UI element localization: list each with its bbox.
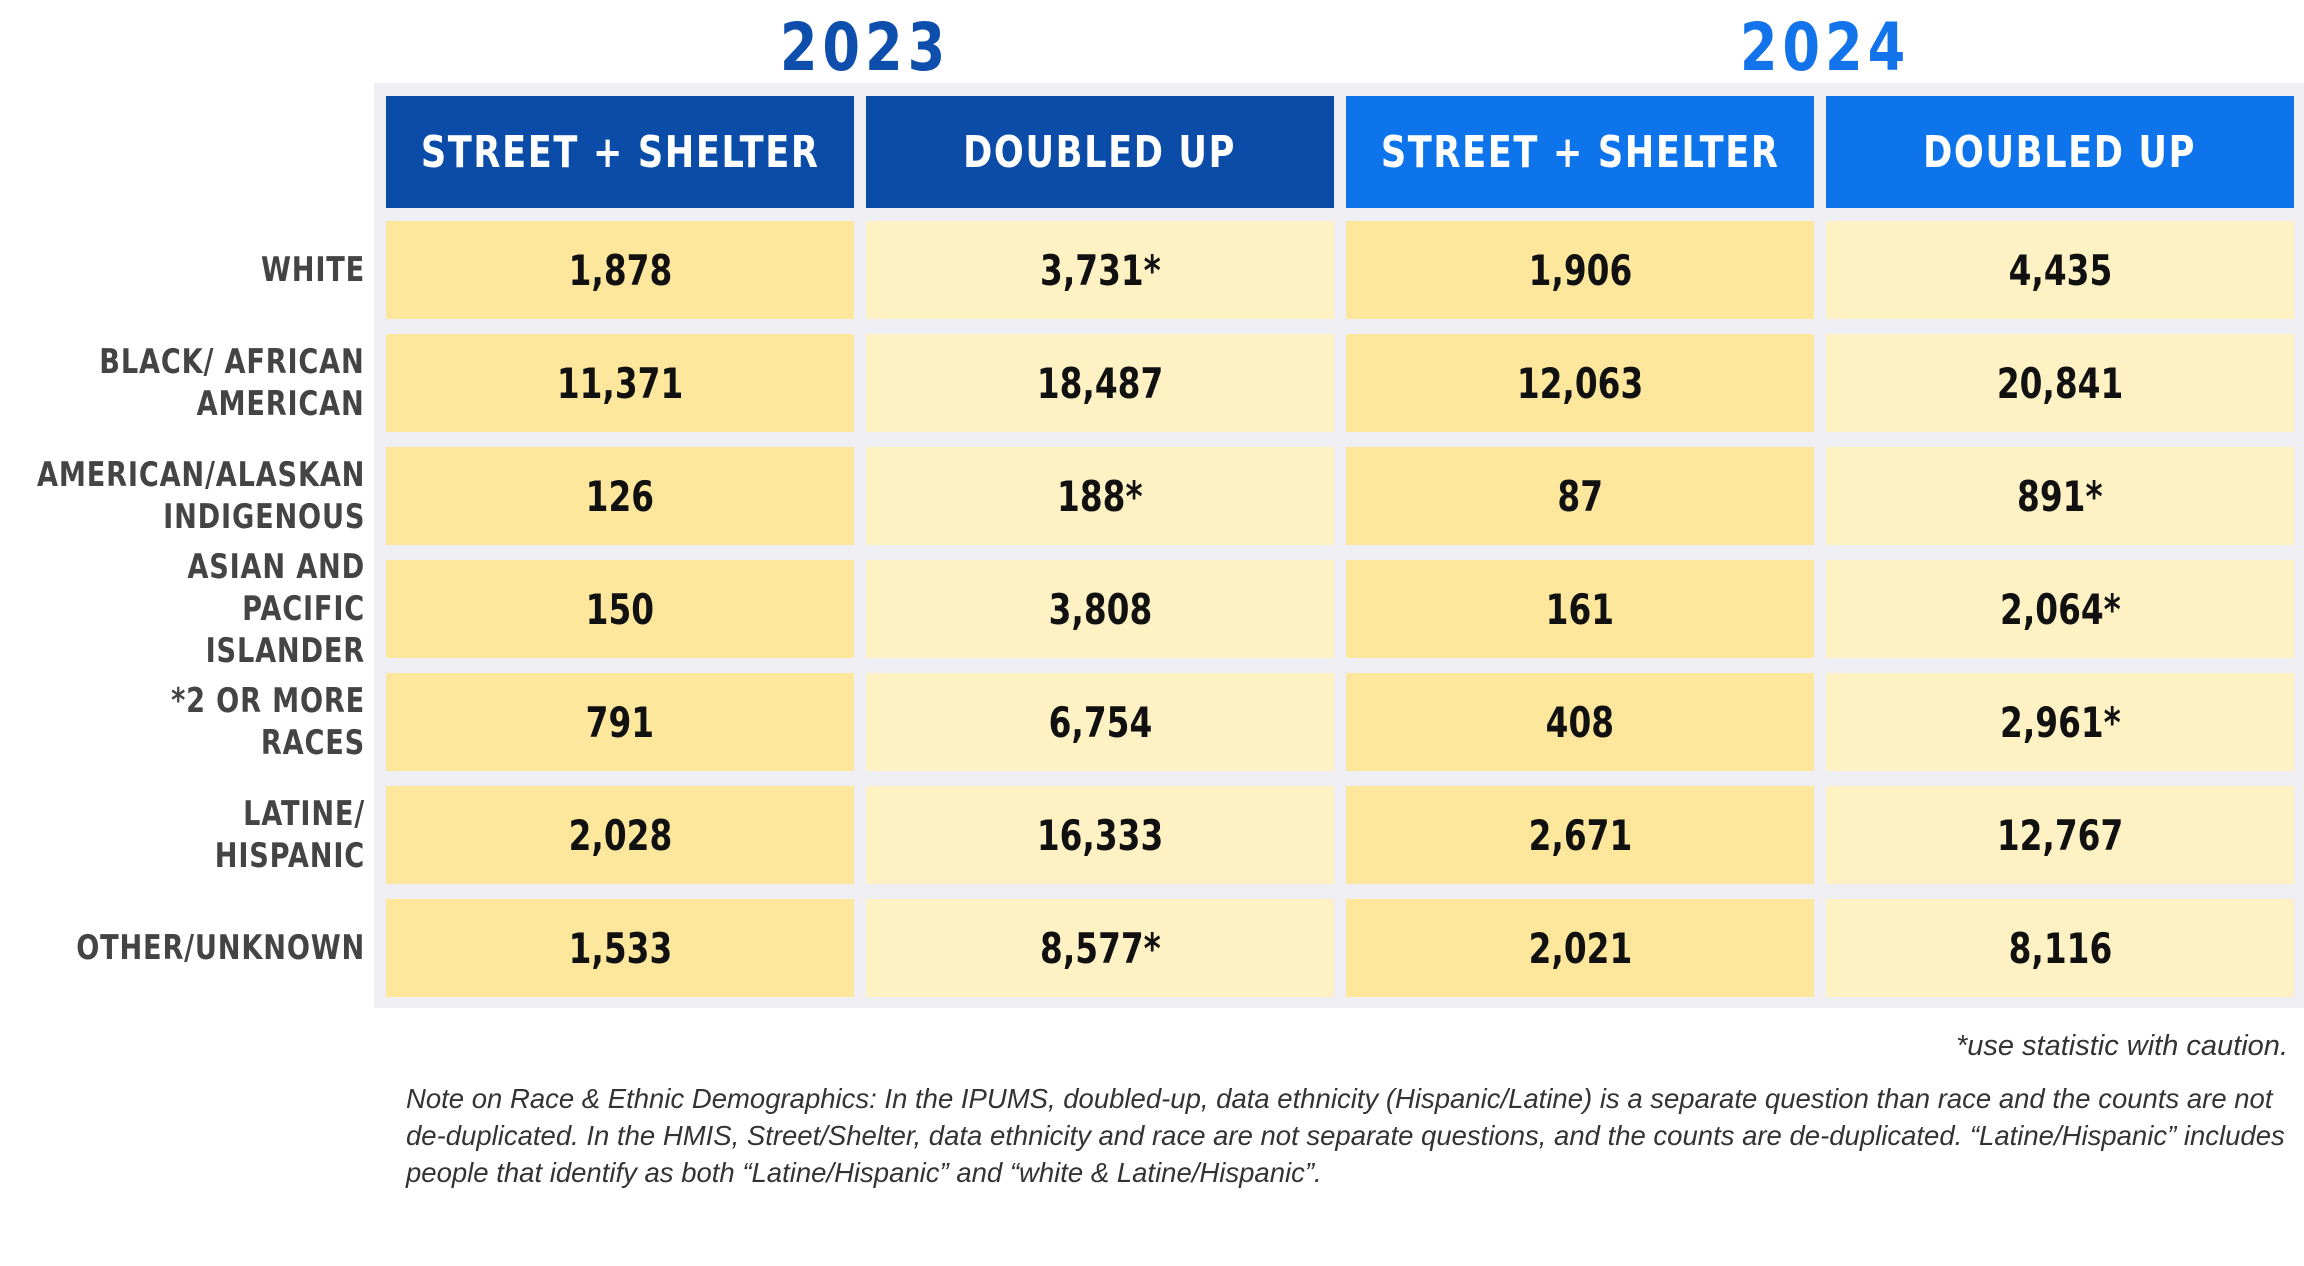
cell-value: 12,063 xyxy=(1516,358,1644,408)
table-cell: 16,333 xyxy=(866,786,1334,884)
column-header-label: DOUBLED UP xyxy=(1923,126,2197,178)
table-cell: 2,028 xyxy=(386,786,854,884)
table-cell: 8,116 xyxy=(1826,899,2294,997)
row-label: AMERICAN/ALASKAN INDIGENOUS xyxy=(20,447,365,545)
row-label-text: WHITE xyxy=(260,250,365,290)
table-cell: 8,577* xyxy=(866,899,1334,997)
column-header-label: STREET + SHELTER xyxy=(420,126,820,178)
table-cell: 6,754 xyxy=(866,673,1334,771)
cell-value: 20,841 xyxy=(1996,358,2124,408)
row-label-text: LATINE/ HISPANIC xyxy=(214,794,365,876)
cell-value: 126 xyxy=(585,471,655,521)
year-heading-2024: 2024 xyxy=(1739,9,1911,86)
cell-value: 8,116 xyxy=(2008,923,2112,973)
table-cell: 408 xyxy=(1346,673,1814,771)
row-label: *2 OR MORE RACES xyxy=(20,673,365,771)
table-cell: 2,961* xyxy=(1826,673,2294,771)
table-cell: 12,767 xyxy=(1826,786,2294,884)
cell-value: 12,767 xyxy=(1996,810,2124,860)
cell-value: 188* xyxy=(1057,471,1143,521)
cell-value: 408 xyxy=(1545,697,1615,747)
table-cell: 12,063 xyxy=(1346,334,1814,432)
cell-value: 1,533 xyxy=(568,923,672,973)
table-cell: 161 xyxy=(1346,560,1814,658)
cell-value: 2,961* xyxy=(1999,697,2121,747)
table-cell: 3,731* xyxy=(866,221,1334,319)
row-label-text: ASIAN AND PACIFIC ISLANDER xyxy=(187,547,365,671)
cell-value: 16,333 xyxy=(1036,810,1164,860)
cell-value: 3,808 xyxy=(1048,584,1152,634)
cell-value: 150 xyxy=(585,584,655,634)
cell-value: 3,731* xyxy=(1039,245,1161,295)
table-cell: 2,671 xyxy=(1346,786,1814,884)
column-header-2024-doubled-up: DOUBLED UP xyxy=(1826,96,2294,208)
table-cell: 2,064* xyxy=(1826,560,2294,658)
cell-value: 4,435 xyxy=(2008,245,2112,295)
cell-value: 6,754 xyxy=(1048,697,1152,747)
cell-value: 2,064* xyxy=(1999,584,2121,634)
table-cell: 891* xyxy=(1826,447,2294,545)
table-cell: 1,906 xyxy=(1346,221,1814,319)
table-cell: 87 xyxy=(1346,447,1814,545)
column-header-2023-doubled-up: DOUBLED UP xyxy=(866,96,1334,208)
row-label: ASIAN AND PACIFIC ISLANDER xyxy=(20,547,365,671)
cell-value: 1,878 xyxy=(568,245,672,295)
row-label-text: AMERICAN/ALASKAN INDIGENOUS xyxy=(36,455,365,537)
cell-value: 18,487 xyxy=(1036,358,1164,408)
table-cell: 4,435 xyxy=(1826,221,2294,319)
column-header-label: STREET + SHELTER xyxy=(1380,126,1780,178)
cell-value: 1,906 xyxy=(1528,245,1632,295)
cell-value: 2,671 xyxy=(1528,810,1632,860)
cell-value: 2,028 xyxy=(568,810,672,860)
cell-value: 11,371 xyxy=(556,358,684,408)
caution-footnote: *use statistic with caution. xyxy=(1955,1030,2288,1062)
row-label: WHITE xyxy=(20,221,365,319)
table-cell: 1,878 xyxy=(386,221,854,319)
row-label: BLACK/ AFRICAN AMERICAN xyxy=(20,334,365,432)
methodology-note: Note on Race & Ethnic Demographics: In t… xyxy=(406,1083,2285,1188)
row-label: LATINE/ HISPANIC xyxy=(20,786,365,884)
table-cell: 18,487 xyxy=(866,334,1334,432)
table-cell: 150 xyxy=(386,560,854,658)
row-label-text: OTHER/UNKNOWN xyxy=(76,928,365,968)
row-label-text: *2 OR MORE RACES xyxy=(171,681,365,763)
cell-value: 891* xyxy=(2017,471,2103,521)
row-label-text: BLACK/ AFRICAN AMERICAN xyxy=(99,342,365,424)
cell-value: 791 xyxy=(585,697,655,747)
cell-value: 161 xyxy=(1545,584,1615,634)
table-cell: 3,808 xyxy=(866,560,1334,658)
cell-value: 8,577* xyxy=(1039,923,1161,973)
table-cell: 11,371 xyxy=(386,334,854,432)
table-cell: 188* xyxy=(866,447,1334,545)
column-header-2023-street-shelter: STREET + SHELTER xyxy=(386,96,854,208)
cell-value: 2,021 xyxy=(1528,923,1632,973)
table-cell: 126 xyxy=(386,447,854,545)
column-header-2024-street-shelter: STREET + SHELTER xyxy=(1346,96,1814,208)
row-label: OTHER/UNKNOWN xyxy=(20,899,365,997)
table-cell: 20,841 xyxy=(1826,334,2294,432)
column-header-label: DOUBLED UP xyxy=(963,126,1237,178)
year-heading-2023: 2023 xyxy=(779,9,951,86)
table-cell: 791 xyxy=(386,673,854,771)
cell-value: 87 xyxy=(1557,471,1603,521)
table-cell: 2,021 xyxy=(1346,899,1814,997)
table-cell: 1,533 xyxy=(386,899,854,997)
